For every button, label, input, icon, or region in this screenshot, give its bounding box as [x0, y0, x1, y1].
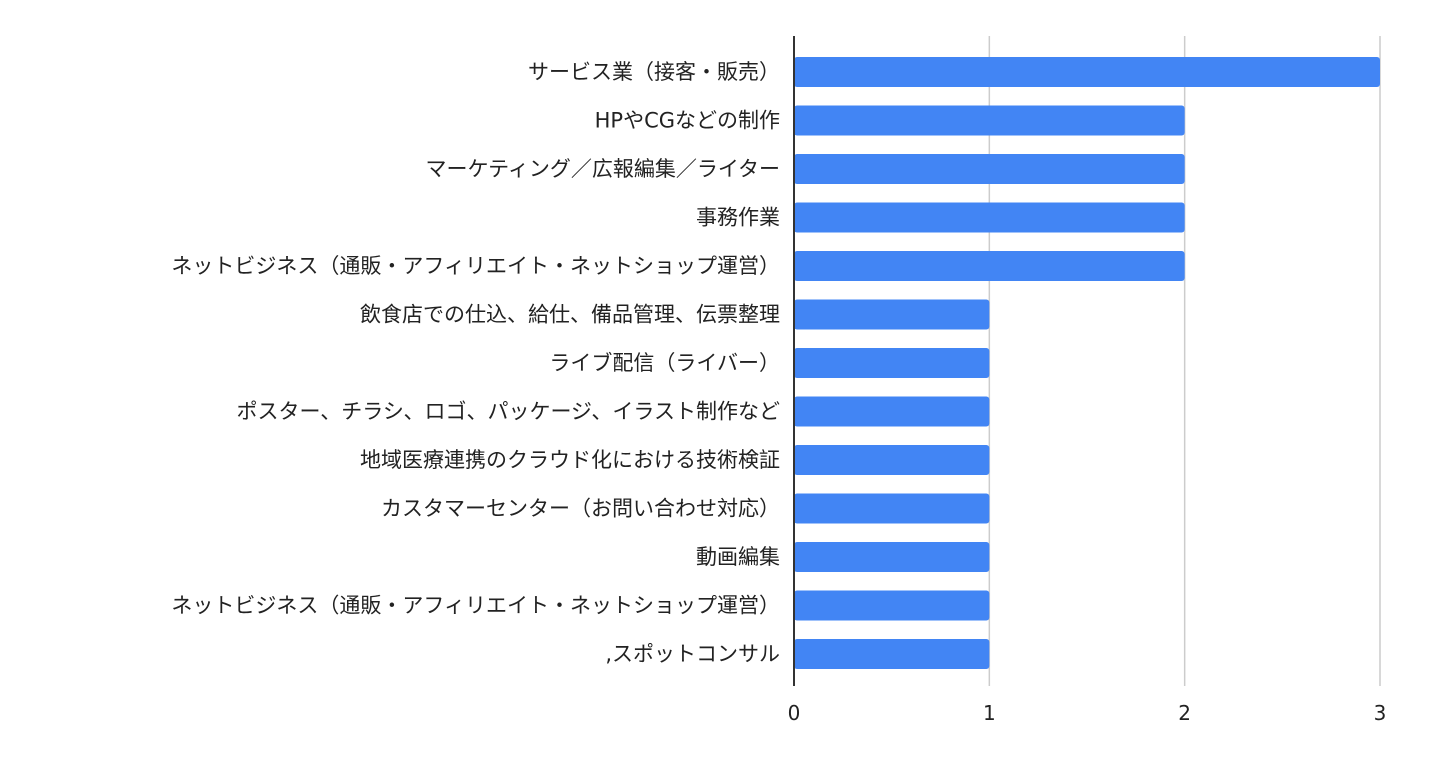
bar	[794, 590, 990, 621]
bar	[794, 348, 990, 378]
category-labels: サービス業（接客・販売） HPやCGなどの制作マーケティング／広報編集／ライター事…	[171, 60, 780, 666]
category-label: HPやCGなどの制作	[595, 109, 780, 133]
category-label: ,スポットコンサル	[605, 642, 780, 666]
bar	[794, 493, 990, 524]
bar	[794, 299, 990, 330]
tick-labels: 0 1 2 3	[788, 701, 1387, 725]
category-label: カスタマーセンター（お問い合わせ対応）	[381, 497, 780, 521]
category-label: ネットビジネス（通販・アフィリエイト・ネットショップ運営）	[171, 594, 780, 618]
bar	[794, 251, 1185, 281]
category-label: 飲食店での仕込、給仕、備品管理、伝票整理	[360, 303, 780, 327]
category-label: 動画編集	[696, 545, 780, 569]
category-label: マーケティング／広報編集／ライター	[426, 157, 780, 181]
category-label: 地域医療連携のクラウド化における技術検証	[360, 448, 780, 472]
bar	[794, 445, 990, 475]
category-label: サービス業（接客・販売）	[528, 60, 780, 84]
category-label: ポスター、チラシ、ロゴ、パッケージ、イラスト制作など	[237, 400, 780, 424]
category-label: ライブ配信（ライバー）	[549, 351, 780, 375]
x-tick-label: 1	[983, 701, 996, 725]
bar	[794, 639, 990, 669]
x-tick-label: 2	[1178, 701, 1191, 725]
category-label: ネットビジネス（通販・アフィリエイト・ネットショップ運営）	[171, 254, 780, 278]
bar	[794, 57, 1380, 87]
bar	[794, 396, 990, 427]
bar	[794, 105, 1185, 136]
bar	[794, 202, 1185, 233]
x-tick-label: 3	[1374, 701, 1387, 725]
category-label: 事務作業	[696, 206, 780, 230]
bar	[794, 542, 990, 572]
bar	[794, 154, 1185, 184]
x-tick-label: 0	[788, 701, 801, 725]
bars	[794, 57, 1380, 669]
